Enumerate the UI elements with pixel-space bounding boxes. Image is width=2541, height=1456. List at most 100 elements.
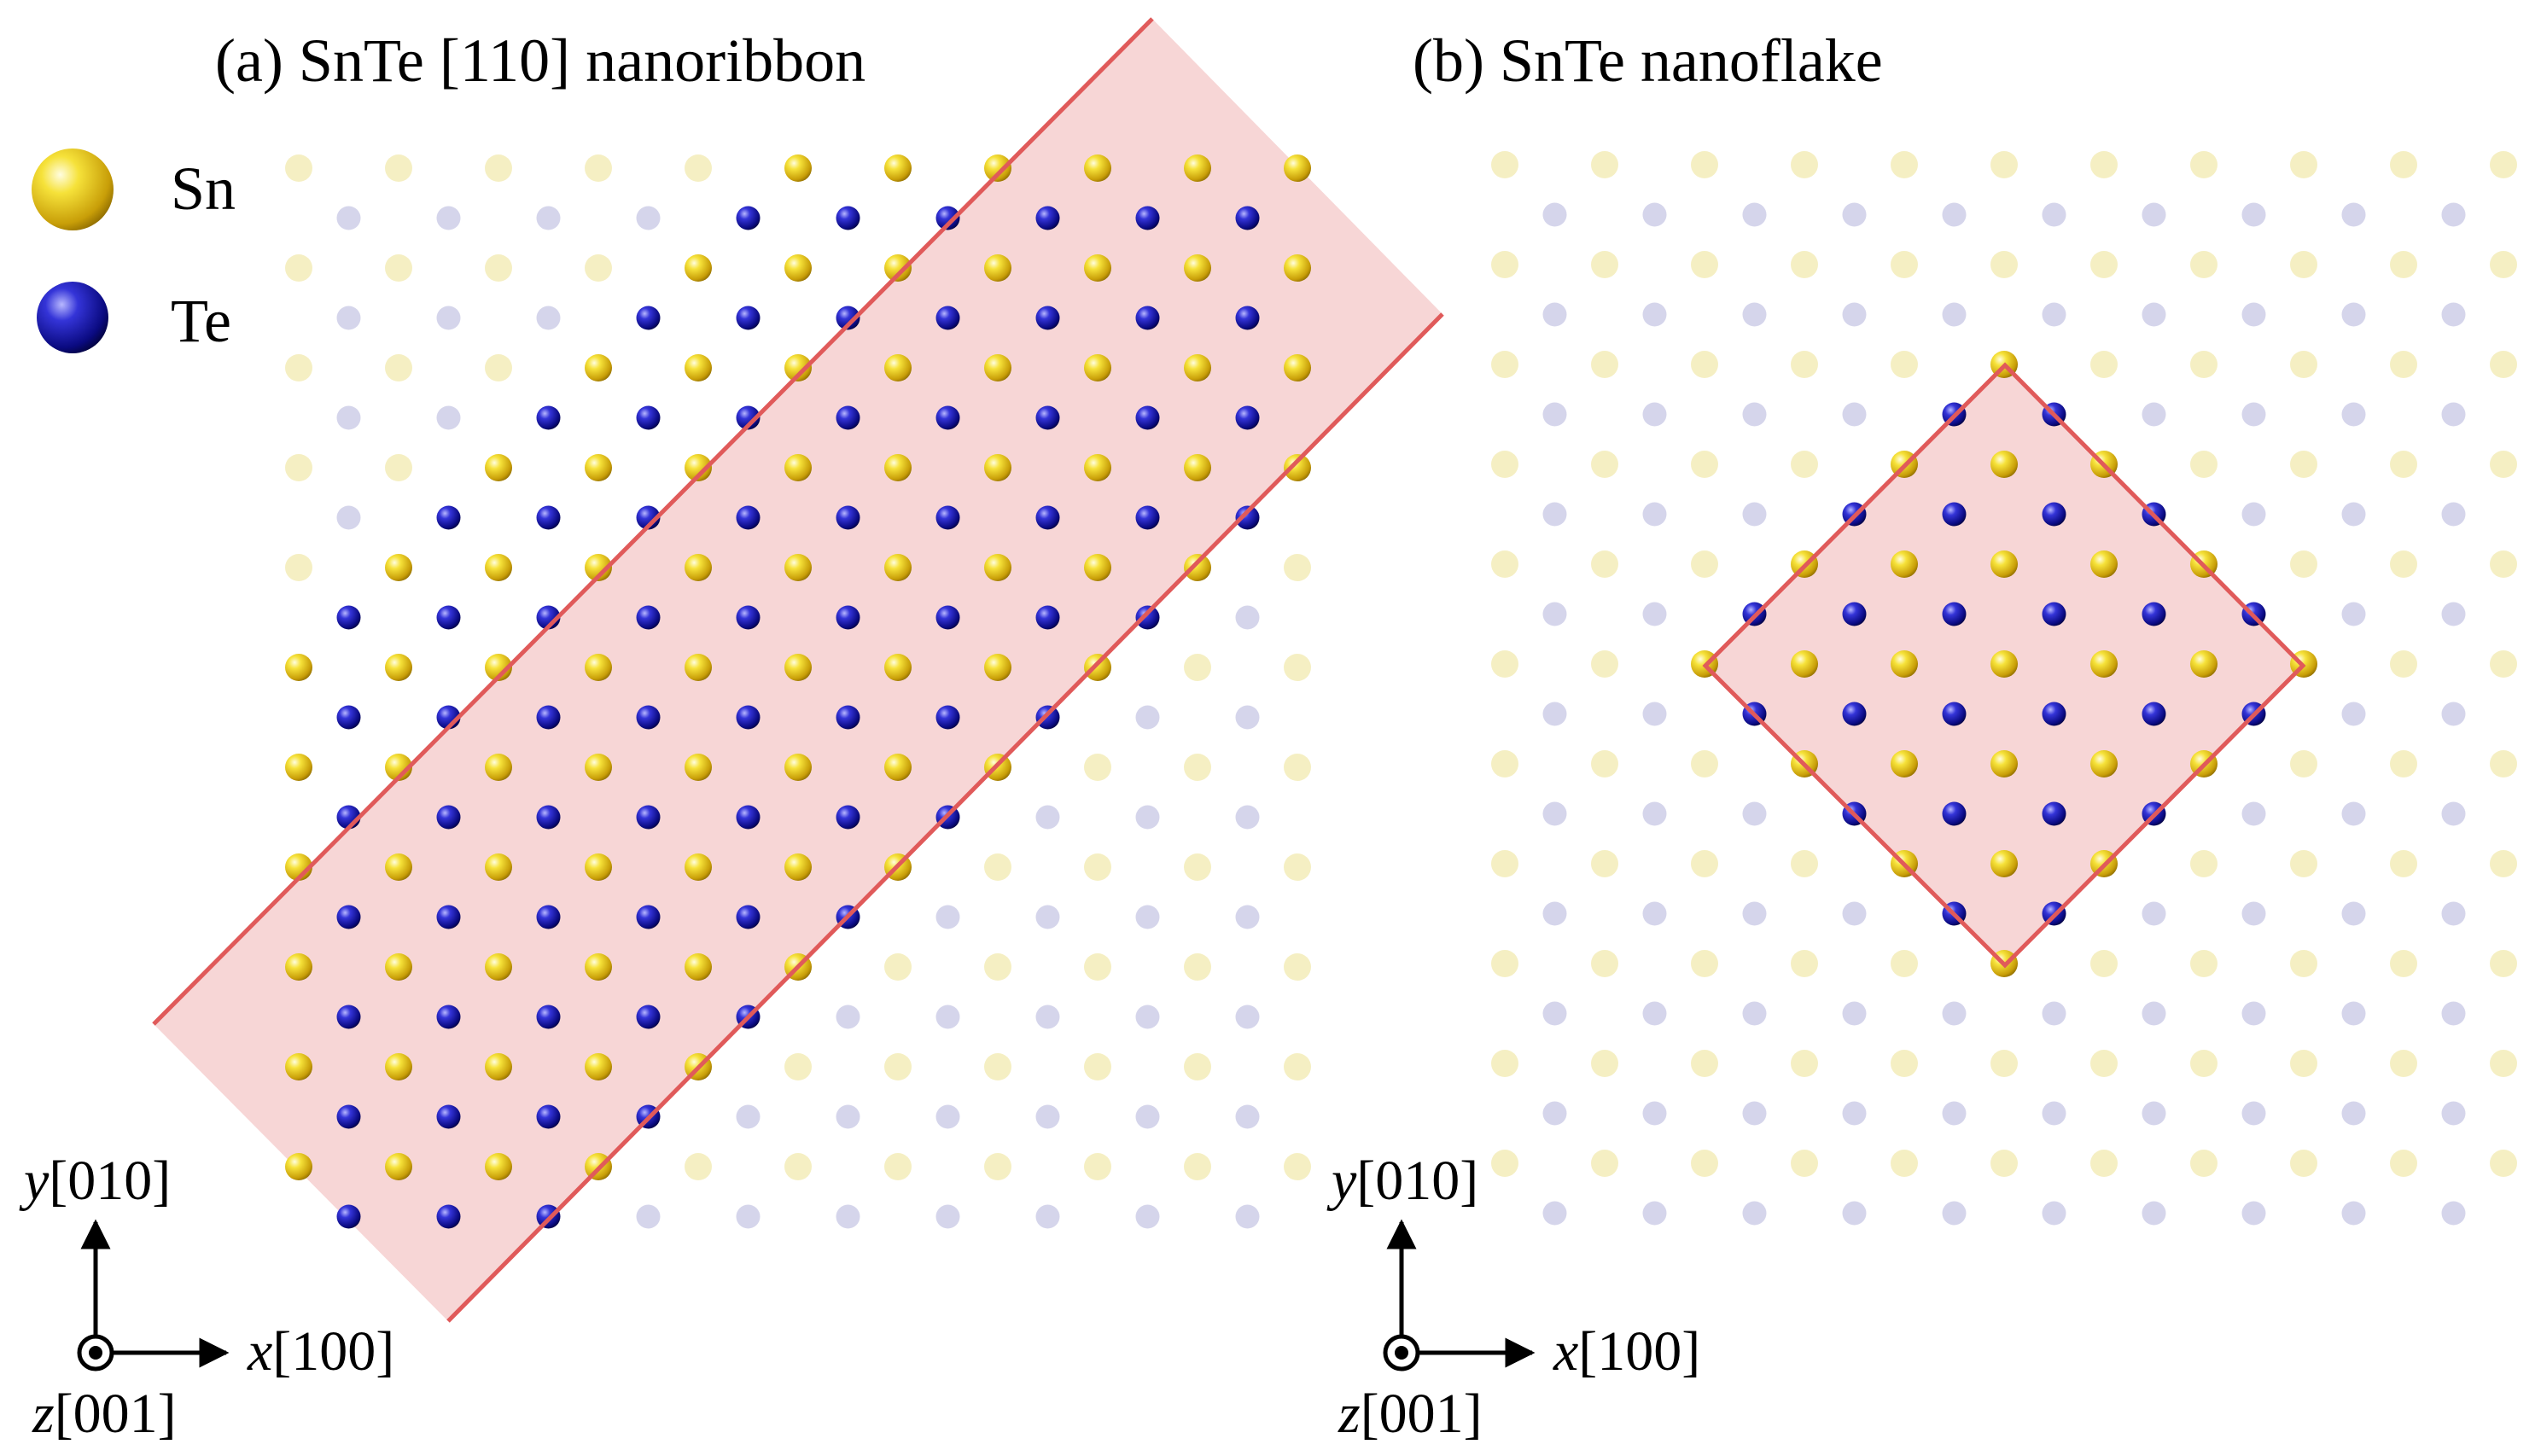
te-atom-faded: [1642, 1001, 1667, 1026]
te-atom: [536, 805, 561, 830]
sn-atom-faded: [2290, 750, 2317, 778]
sn-atom: [2090, 750, 2118, 778]
te-atom: [1135, 405, 1160, 430]
te-atom-faded: [2241, 402, 2266, 427]
sn-atom-faded: [1990, 1050, 2018, 1077]
sn-atom: [1891, 750, 1918, 778]
te-atom-faded: [2341, 1201, 2366, 1226]
te-atom-faded: [2441, 901, 2466, 926]
ribbon-upper-edge: [152, 17, 1154, 1026]
sn-atom: [585, 953, 612, 981]
te-atom-faded: [1542, 901, 1567, 926]
sn-atom-faded: [2390, 550, 2417, 578]
sn-atom-faded: [485, 354, 512, 381]
sn-atom-legend-icon: [32, 149, 114, 230]
te-atom-faded: [2341, 202, 2366, 227]
sn-atom: [1084, 554, 1111, 581]
sn-atom-faded: [1284, 554, 1311, 581]
sn-atom: [285, 953, 312, 981]
sn-atom: [784, 654, 812, 681]
sn-atom: [1990, 451, 2018, 478]
sn-atom: [884, 554, 912, 581]
sn-atom-faded: [2090, 950, 2118, 977]
sn-atom-faded: [1591, 151, 1618, 178]
z-axis-dot: [1395, 1346, 1408, 1360]
te-atom-faded: [1642, 901, 1667, 926]
sn-atom-faded: [2190, 1150, 2218, 1177]
te-atom-faded: [2241, 1101, 2266, 1126]
sn-atom: [685, 853, 712, 881]
sn-atom-faded: [1491, 950, 1518, 977]
sn-atom: [784, 754, 812, 781]
te-atom: [736, 905, 761, 929]
te-atom-faded: [436, 306, 461, 330]
te-atom-faded: [436, 206, 461, 230]
sn-atom-faded: [485, 154, 512, 182]
sn-atom: [685, 354, 712, 381]
sn-atom-faded: [2290, 850, 2317, 877]
te-atom-faded: [1842, 1101, 1867, 1126]
te-atom-faded: [1542, 202, 1567, 227]
te-atom-faded: [1542, 1201, 1567, 1226]
te-atom-faded: [1542, 302, 1567, 327]
te-atom-faded: [1035, 1005, 1060, 1029]
sn-atom-faded: [2490, 1050, 2517, 1077]
te-atom-faded: [1542, 402, 1567, 427]
te-atom-faded: [1642, 402, 1667, 427]
sn-atom: [285, 654, 312, 681]
sn-atom-faded: [1791, 850, 1818, 877]
te-atom-faded: [1542, 1001, 1567, 1026]
te-atom-faded: [2042, 302, 2066, 327]
sn-atom: [385, 554, 412, 581]
te-atom-faded: [935, 1005, 960, 1029]
sn-atom-faded: [285, 254, 312, 282]
te-atom-faded: [1542, 502, 1567, 527]
te-atom: [536, 1104, 561, 1129]
sn-atom-faded: [385, 254, 412, 282]
sn-atom-faded: [1491, 550, 1518, 578]
sn-atom-faded: [1284, 1153, 1311, 1180]
te-atom-faded: [1235, 805, 1260, 830]
sn-atom: [784, 853, 812, 881]
sn-atom-faded: [385, 454, 412, 481]
te-atom-faded: [2142, 302, 2166, 327]
sn-atom-faded: [1084, 1053, 1111, 1080]
te-atom-faded: [1642, 502, 1667, 527]
sn-atom-faded: [1184, 953, 1211, 981]
sn-atom-faded: [1691, 251, 1718, 278]
sn-atom-faded: [1491, 650, 1518, 678]
sn-atom: [1891, 650, 1918, 678]
te-atom: [336, 605, 361, 630]
te-atom: [836, 206, 860, 230]
sn-atom-faded: [2090, 151, 2118, 178]
te-atom-faded: [1842, 402, 1867, 427]
sn-atom: [485, 554, 512, 581]
sn-atom: [485, 754, 512, 781]
sn-atom-faded: [285, 454, 312, 481]
te-atom-faded: [1742, 302, 1767, 327]
sn-atom-faded: [1491, 351, 1518, 378]
sn-atom: [1284, 354, 1311, 381]
te-atom-faded: [1842, 1001, 1867, 1026]
te-atom: [436, 905, 461, 929]
sn-atom: [984, 254, 1011, 282]
te-atom-faded: [1942, 202, 1967, 227]
te-atom-faded: [1135, 1204, 1160, 1229]
sn-atom-faded: [2190, 850, 2218, 877]
te-atom-faded: [2441, 402, 2466, 427]
te-atom: [636, 905, 661, 929]
te-atom: [736, 206, 761, 230]
te-atom: [836, 805, 860, 830]
te-atom-faded: [336, 505, 361, 530]
te-atom: [636, 705, 661, 730]
te-atom-faded: [1942, 1201, 1967, 1226]
sn-atom: [1284, 454, 1311, 481]
sn-atom-faded: [1491, 151, 1518, 178]
sn-atom: [585, 654, 612, 681]
te-atom: [1235, 505, 1260, 530]
te-atom-faded: [2341, 801, 2366, 826]
panel-b-axes: y[010] x[100] z[001]: [1326, 1150, 1700, 1445]
te-atom: [636, 605, 661, 630]
te-atom-faded: [1642, 202, 1667, 227]
sn-atom-faded: [1891, 151, 1918, 178]
